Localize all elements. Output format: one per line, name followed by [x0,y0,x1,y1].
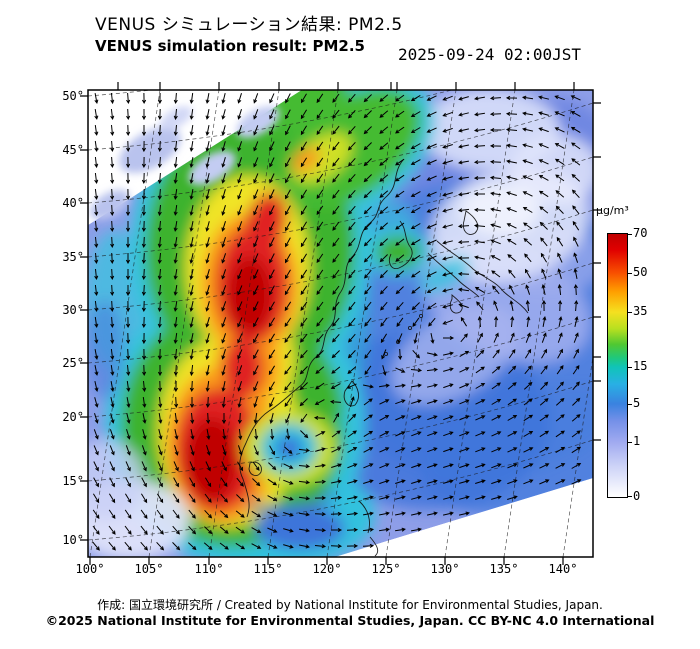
lat-tick-label: 35° [62,250,84,264]
lat-tick-label: 30° [62,303,84,317]
colorbar-unit-label: μg/m³ [596,204,629,217]
page-title-english: VENUS simulation result: PM2.5 [95,37,365,55]
colorbar-tick-mark [627,367,632,368]
axis-tick-marks [80,82,601,565]
lat-lon-graticule [88,90,593,557]
colorbar-tick-label: 35 [633,304,648,318]
lon-tick-label: 140° [548,562,578,576]
lon-tick-label: 110° [194,562,224,576]
lat-tick-label: 50° [62,89,84,103]
lon-tick-label: 135° [489,562,519,576]
lat-tick-label: 45° [62,143,84,157]
page-title-japanese: VENUS シミュレーション結果: PM2.5 [95,15,403,35]
wind-vector-arrows [92,92,582,551]
lon-tick-label: 105° [134,562,164,576]
forecast-timestamp: 2025-09-24 02:00JST [398,45,582,64]
coastlines [239,159,529,557]
map-frame [87,89,594,558]
colorbar-tick-label: 50 [633,265,648,279]
footer-copyright: ©2025 National Institute for Environment… [45,613,655,628]
typhoon-eye [276,437,302,459]
pm-concentration-field [88,90,593,557]
colorbar-tick-mark [627,496,632,497]
lat-tick-label: 25° [62,356,84,370]
colorbar-tick-label: 0 [633,489,641,503]
colorbar-tick-mark [627,234,632,235]
colorbar-tick-label: 5 [633,396,641,410]
colorbar-tick-label: 70 [633,226,648,240]
lat-tick-label: 20° [62,410,84,424]
colorbar-tick-mark [627,404,632,405]
lon-tick-label: 125° [371,562,401,576]
lon-tick-label: 115° [253,562,283,576]
colorbar-tick-mark [627,442,632,443]
colorbar-tick-mark [627,273,632,274]
lat-tick-label: 15° [62,474,84,488]
footer-credit: 作成: 国立環境研究所 / Created by National Instit… [97,598,603,612]
colorbar-tick-mark [627,312,632,313]
colorbar-tick-label: 15 [633,359,648,373]
colorbar-tick-label: 1 [633,434,641,448]
lon-tick-label: 120° [312,562,342,576]
colorbar-gradient [607,233,632,498]
lon-tick-label: 100° [75,562,105,576]
lat-tick-label: 10° [62,533,84,547]
lat-tick-label: 40° [62,196,84,210]
lon-tick-label: 130° [430,562,460,576]
